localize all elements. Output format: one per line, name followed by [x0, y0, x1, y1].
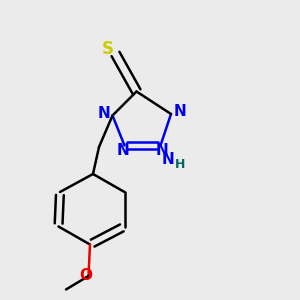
- Text: H: H: [175, 158, 185, 171]
- Text: N: N: [162, 152, 174, 167]
- Text: N: N: [117, 143, 129, 158]
- Text: S: S: [102, 40, 114, 58]
- Text: N: N: [98, 106, 111, 122]
- Text: N: N: [156, 143, 168, 158]
- Text: N: N: [174, 103, 186, 118]
- Text: O: O: [79, 268, 92, 283]
